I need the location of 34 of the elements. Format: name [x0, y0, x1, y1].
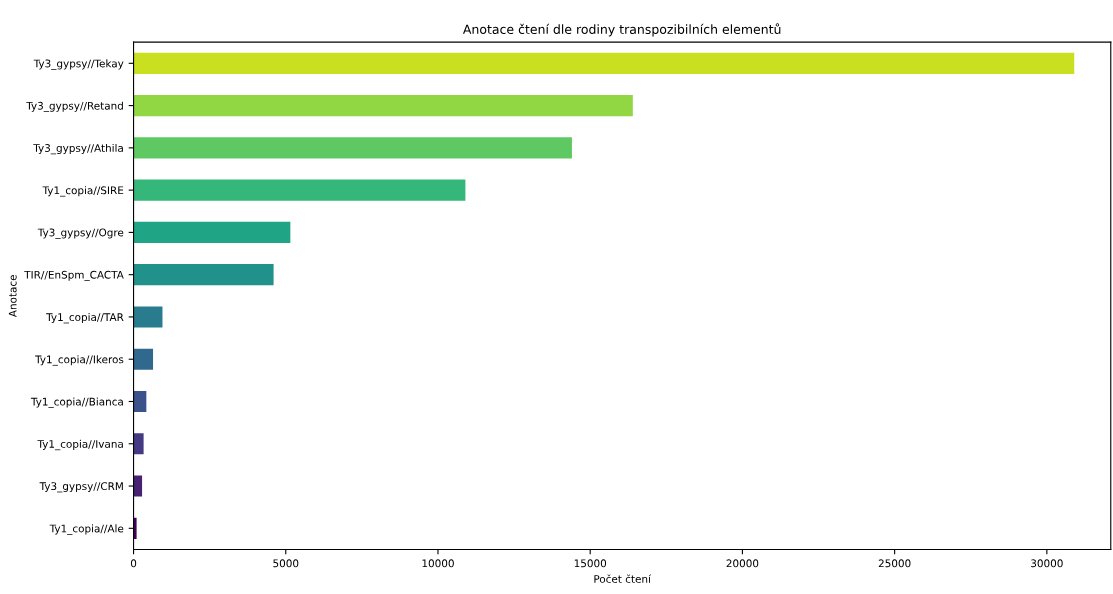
bar	[133, 475, 143, 497]
x-tick-label: 25000	[878, 559, 911, 568]
y-tick-label: TIR//EnSpm_CACTA	[24, 270, 124, 281]
bar	[133, 137, 572, 159]
bar	[133, 517, 137, 539]
x-tick-label: 5000	[273, 559, 299, 568]
x-tick-label: 30000	[1031, 559, 1063, 568]
bar	[133, 306, 163, 328]
y-tick-label: Ty3_gypsy//Ogre	[37, 228, 124, 239]
x-axis-title: Počet čtení	[594, 574, 652, 583]
x-tick-label: 15000	[574, 559, 607, 568]
y-tick-label: Ty1_copia//TAR	[46, 312, 124, 324]
chart-title: Anotace čtení dle rodiny transpozibilních elementů	[462, 23, 781, 37]
x-tick-label: 0	[130, 559, 137, 568]
bar	[133, 52, 1075, 74]
x-tick-label: 20000	[726, 559, 759, 568]
y-tick-label: Ty3_gypsy//Athila	[33, 143, 123, 155]
y-tick-label: Ty3_gypsy//Retand	[26, 101, 123, 112]
bar	[133, 390, 147, 413]
y-tick-label: Ty1_copia//Bianca	[30, 397, 123, 408]
y-tick-label: Ty1_copia//Ale	[49, 524, 124, 535]
bar	[133, 264, 274, 286]
y-axis-title: Anotace	[8, 275, 17, 318]
y-tick-label: Ty1_copia//Ivana	[37, 439, 123, 451]
bar	[133, 348, 154, 370]
bar	[133, 433, 144, 455]
bar	[133, 95, 633, 117]
y-tick-label: Ty1_copia//SIRE	[42, 186, 124, 197]
x-tick-label: 10000	[422, 559, 454, 568]
y-tick-label: Ty3_gypsy//Tekay	[33, 59, 124, 70]
bar	[133, 179, 466, 201]
y-tick-label: Ty1_copia//Ikeros	[35, 355, 124, 366]
y-tick-label: Ty3_gypsy//CRM	[39, 482, 123, 493]
bar	[133, 221, 291, 243]
